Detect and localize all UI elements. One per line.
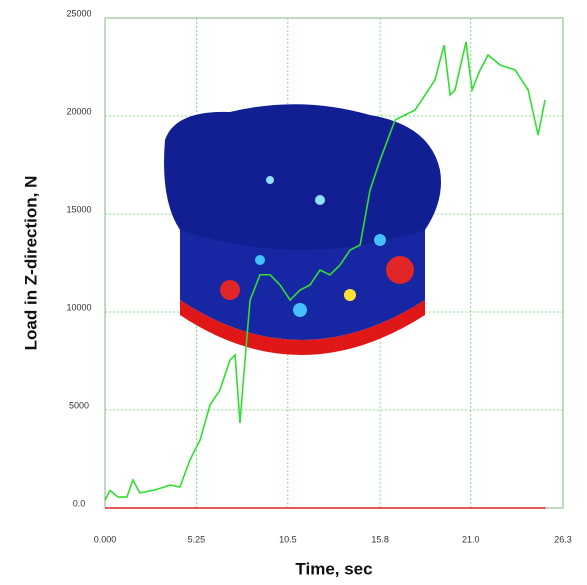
y-tick-label: 5000	[69, 400, 89, 410]
y-tick-label: 10000	[66, 302, 91, 312]
spot	[386, 256, 414, 284]
spot	[315, 195, 325, 205]
spot	[266, 176, 274, 184]
y-tick-label: 25000	[66, 8, 91, 18]
x-tick-label: 15.8	[371, 534, 389, 544]
part-image	[164, 104, 441, 355]
x-tick-label: 0.000	[94, 534, 117, 544]
x-tick-label: 21.0	[462, 534, 480, 544]
x-tick-label: 5.25	[188, 534, 206, 544]
spot	[255, 255, 265, 265]
cup-rim	[164, 104, 441, 250]
x-tick-label: 10.5	[279, 534, 297, 544]
chart: Time, sec Load in Z-direction, N 0.0 5000…	[0, 0, 587, 585]
spot	[220, 280, 240, 300]
x-axis-label: Time, sec	[295, 559, 372, 578]
y-tick-label: 20000	[66, 106, 91, 116]
spot	[374, 234, 386, 246]
y-tick-label: 15000	[66, 204, 91, 214]
x-tick-label: 26.3	[554, 534, 572, 544]
y-tick-label: 0.0	[73, 498, 86, 508]
y-axis-label: Load in Z-direction, N	[21, 176, 40, 351]
spot	[344, 289, 356, 301]
spot	[293, 303, 307, 317]
